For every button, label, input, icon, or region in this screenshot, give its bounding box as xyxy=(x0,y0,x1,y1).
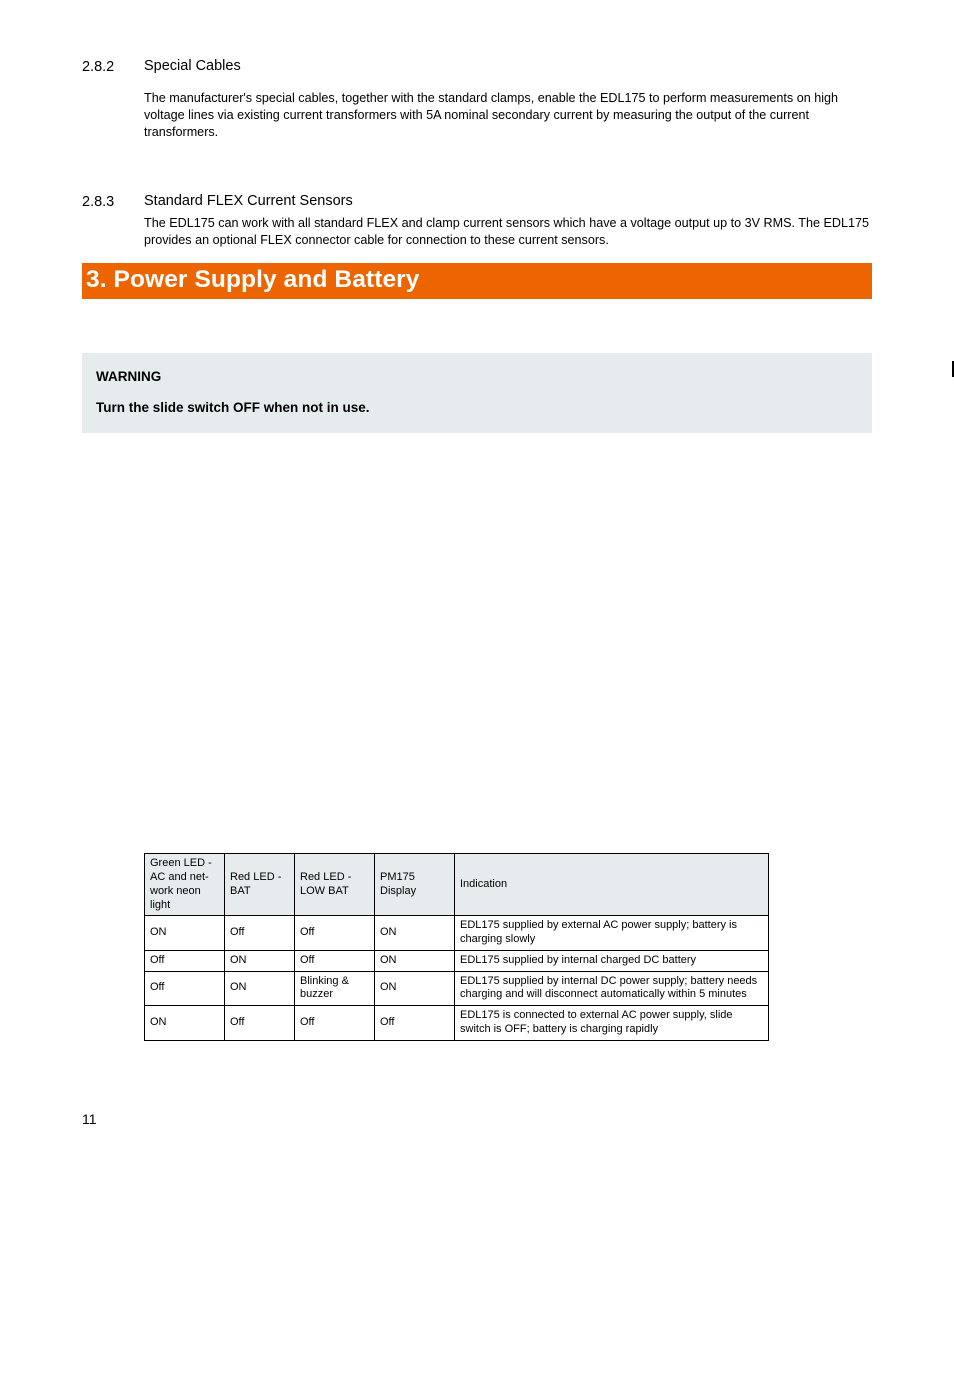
cell: ON xyxy=(225,971,295,1006)
table-row: Off ON Blinking & buzzer ON EDL175 suppl… xyxy=(145,971,769,1006)
table-row: ON Off Off Off EDL175 is connected to ex… xyxy=(145,1006,769,1041)
cell: EDL175 is connected to external AC power… xyxy=(455,1006,769,1041)
section-282-header: 2.8.2 Special Cables xyxy=(82,58,872,76)
cell: Off xyxy=(295,916,375,951)
table-header-row: Green LED - AC and net-work neon light R… xyxy=(145,854,769,916)
warning-box: WARNING Turn the slide switch OFF when n… xyxy=(82,353,872,433)
th-indication: Indication xyxy=(455,854,769,916)
led-indication-table: Green LED - AC and net-work neon light R… xyxy=(144,853,769,1040)
cell: Blinking & buzzer xyxy=(295,971,375,1006)
th-red-led-lowbat: Red LED - LOW BAT xyxy=(295,854,375,916)
section-282-num: 2.8.2 xyxy=(82,58,144,76)
table-row: Off ON Off ON EDL175 supplied by interna… xyxy=(145,950,769,971)
section-283-body: The EDL175 can work with all standard FL… xyxy=(144,215,872,249)
cell: Off xyxy=(225,916,295,951)
section-3-banner: 3. Power Supply and Battery xyxy=(82,263,872,299)
th-green-led: Green LED - AC and net-work neon light xyxy=(145,854,225,916)
cell: Off xyxy=(375,1006,455,1041)
cell: Off xyxy=(295,950,375,971)
cell: ON xyxy=(145,1006,225,1041)
section-282-title: Special Cables xyxy=(144,58,241,74)
cell: Off xyxy=(145,950,225,971)
warning-text: Turn the slide switch OFF when not in us… xyxy=(96,400,860,415)
th-pm175-display: PM175 Display xyxy=(375,854,455,916)
section-283-title: Standard FLEX Current Sensors xyxy=(144,193,353,209)
cell: ON xyxy=(375,950,455,971)
cell: ON xyxy=(375,971,455,1006)
cell: Off xyxy=(145,971,225,1006)
section-282-body: The manufacturer's special cables, toget… xyxy=(144,90,872,141)
cell: EDL175 supplied by internal DC power sup… xyxy=(455,971,769,1006)
cell: ON xyxy=(225,950,295,971)
cell: ON xyxy=(375,916,455,951)
table-row: ON Off Off ON EDL175 supplied by externa… xyxy=(145,916,769,951)
section-283-header: 2.8.3 Standard FLEX Current Sensors xyxy=(82,193,872,211)
cell: EDL175 supplied by external AC power sup… xyxy=(455,916,769,951)
cell: Off xyxy=(295,1006,375,1041)
th-red-led-bat: Red LED - BAT xyxy=(225,854,295,916)
section-283-num: 2.8.3 xyxy=(82,193,144,211)
warning-title: WARNING xyxy=(96,369,860,384)
page-number: 11 xyxy=(82,1111,872,1127)
cell: Off xyxy=(225,1006,295,1041)
cell: ON xyxy=(145,916,225,951)
cell: EDL175 supplied by internal charged DC b… xyxy=(455,950,769,971)
